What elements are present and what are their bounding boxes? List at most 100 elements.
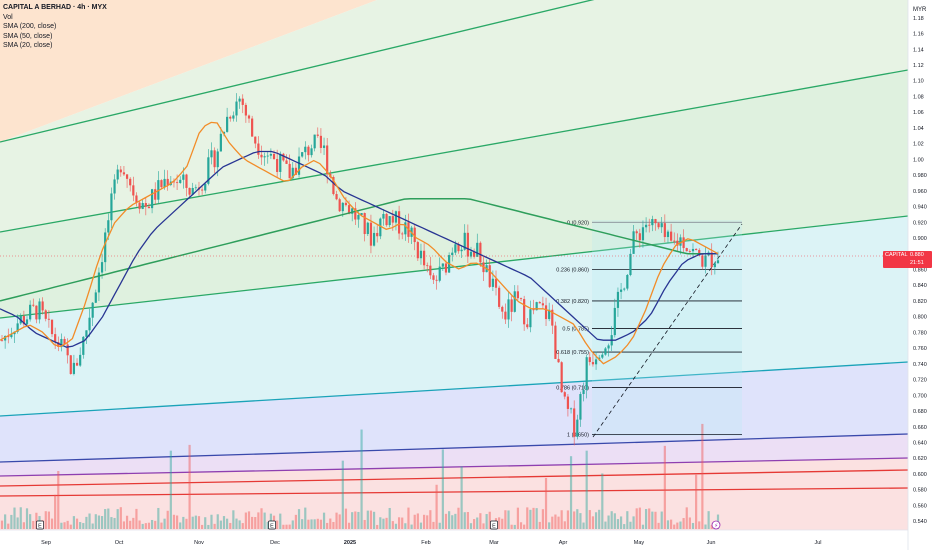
trend-line-dashed[interactable] — [592, 223, 743, 438]
candle-body — [363, 213, 366, 235]
x-tick-label: May — [634, 540, 645, 546]
fib-level-label: 0.786 (0.710) — [556, 385, 589, 391]
volume-bar — [366, 510, 369, 529]
candle-body — [322, 145, 326, 148]
candle-body — [79, 354, 82, 366]
legend-sma50[interactable]: SMA (50, close) — [3, 32, 53, 40]
volume-bar — [573, 511, 576, 529]
volume-bar — [401, 517, 404, 529]
candle-body — [698, 249, 701, 256]
candle-body — [644, 224, 648, 228]
legend-sma20[interactable]: SMA (20, close) — [3, 42, 53, 49]
symbol-title[interactable]: CAPITAL A BERHAD · 4h · MYX — [3, 4, 107, 11]
candle-body — [560, 362, 563, 393]
x-tick-label: Nov — [194, 540, 204, 546]
y-tick-label: 1.04 — [913, 126, 924, 132]
y-tick-label: 0.580 — [913, 488, 927, 494]
candle-body — [432, 275, 435, 280]
price-axis[interactable]: 1.18 1.16 1.14 1.12 1.10 1.08 1.06 1.04 1.02 1.00… — [913, 16, 927, 525]
candle-body — [226, 116, 229, 132]
channel-line-6 — [0, 457, 908, 477]
candle-body — [7, 335, 10, 338]
volume-bar — [154, 520, 157, 529]
earnings-marker[interactable] — [36, 520, 44, 530]
volume-bar — [185, 518, 188, 529]
volume-bar — [0, 520, 4, 529]
candle-body — [100, 262, 104, 273]
volume-bar — [341, 460, 344, 529]
candle-body — [338, 199, 341, 212]
candle-body — [241, 98, 244, 105]
volume-bar — [232, 510, 235, 529]
volume-bar — [7, 523, 10, 529]
volume-bar — [257, 512, 260, 529]
candle-body — [426, 265, 429, 267]
candle-body — [623, 288, 626, 290]
candle-body — [113, 179, 116, 194]
candle-body — [544, 305, 548, 320]
candle-body — [91, 302, 94, 318]
volume-bar — [632, 516, 635, 529]
candle-body — [179, 179, 182, 183]
y-tick-label: 0.980 — [913, 173, 927, 179]
volume-bar — [663, 445, 666, 529]
candle-body — [657, 223, 660, 228]
volume-bar — [191, 516, 194, 529]
candle-body — [238, 98, 241, 102]
time-axis[interactable]: Sep Oct Nov Dec 2025 Feb Mar Apr May Jun Jul — [41, 540, 821, 546]
volume-bar — [607, 515, 610, 529]
candle-body — [601, 354, 604, 358]
candle-body — [10, 334, 13, 338]
y-tick-label: 0.660 — [913, 425, 927, 431]
x-tick-label: Apr — [559, 540, 568, 546]
y-tick-label: 0.860 — [913, 267, 927, 273]
candle-body — [666, 231, 670, 238]
volume-bar — [316, 518, 319, 529]
fib-retracement[interactable]: 0 (0.920) 0.236 (0.860) 0.382 (0.820) 0.5 (… — [556, 220, 742, 439]
volume-bar — [707, 511, 710, 529]
y-tick-label: 0.680 — [913, 409, 927, 415]
volume-bar — [635, 508, 638, 529]
earnings-marker[interactable] — [490, 520, 498, 530]
sma200-line — [0, 197, 718, 302]
legend-vol[interactable]: Vol — [3, 13, 13, 21]
volume-bar — [629, 521, 632, 529]
candle-body — [604, 348, 607, 355]
volume-bar — [4, 514, 7, 529]
fib-level-label: 0.382 (0.820) — [556, 299, 589, 305]
candle-body — [116, 169, 119, 180]
volume-bar — [660, 511, 663, 529]
volume-bar — [532, 507, 535, 529]
volume-bar — [422, 514, 426, 529]
volume-bar — [357, 511, 360, 529]
volume-bar — [626, 511, 629, 529]
volume-bar — [382, 518, 385, 529]
candle-body — [66, 344, 69, 356]
volume-bar — [319, 519, 323, 529]
lightning-icon[interactable]: ⚡ — [711, 520, 721, 530]
candle-body — [654, 219, 657, 224]
earnings-marker[interactable] — [268, 520, 276, 530]
volume-bar — [32, 520, 35, 529]
candle-body — [82, 336, 85, 355]
volume-bar — [288, 524, 291, 529]
candle-body — [526, 324, 529, 328]
volume-bar — [263, 512, 266, 529]
volume-bar — [294, 514, 298, 529]
y-tick-label: 1.14 — [913, 47, 924, 53]
fib-level-label: 0.618 (0.755) — [556, 350, 589, 356]
candle-body — [272, 153, 276, 159]
volume-bar — [60, 522, 63, 529]
sma50-line — [0, 150, 718, 348]
volume-bar — [172, 514, 176, 529]
candle-body — [366, 222, 369, 235]
time-axis-bg — [0, 530, 908, 550]
volume-bar — [354, 511, 357, 529]
band-orange — [0, 0, 908, 142]
x-tick-label: 2025 — [344, 540, 356, 546]
channel-line-8 — [0, 487, 908, 497]
legend-sma200[interactable]: SMA (200, close) — [3, 23, 57, 30]
